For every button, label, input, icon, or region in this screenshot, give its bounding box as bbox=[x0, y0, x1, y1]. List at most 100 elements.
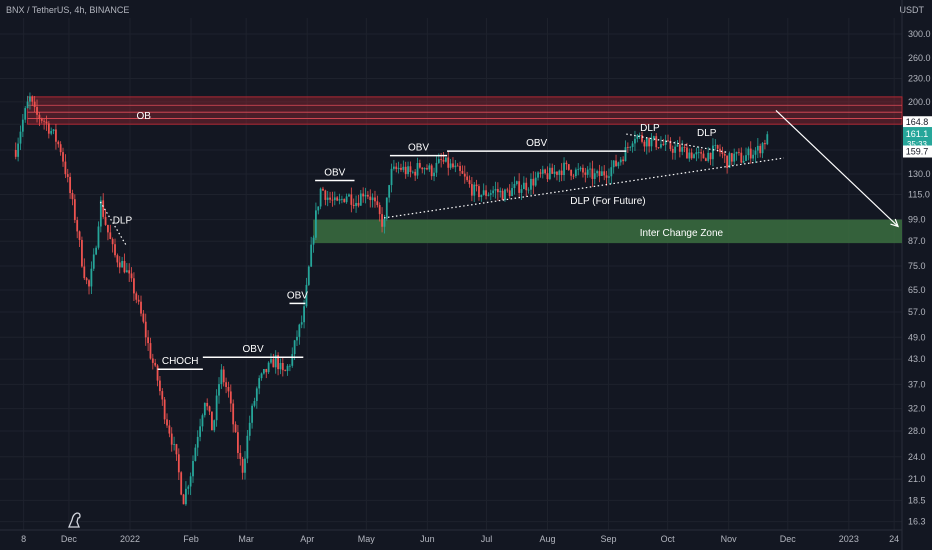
candle bbox=[511, 181, 513, 197]
candle-body bbox=[508, 190, 511, 197]
candle bbox=[667, 134, 669, 143]
candle-body bbox=[166, 419, 168, 426]
price-level-label: 164.8 bbox=[903, 116, 932, 129]
candle-body bbox=[310, 244, 313, 267]
candle-body bbox=[631, 143, 634, 147]
candle-body bbox=[62, 152, 64, 162]
x-tick-label: Aug bbox=[539, 534, 555, 544]
annotation-label: OBV bbox=[526, 138, 547, 149]
x-tick-label: Feb bbox=[183, 534, 199, 544]
candle-body bbox=[170, 433, 173, 445]
candle-body bbox=[404, 166, 407, 175]
candle bbox=[133, 272, 135, 301]
candle bbox=[333, 191, 336, 206]
candle bbox=[255, 386, 258, 409]
candle-body bbox=[267, 362, 270, 373]
candle-body bbox=[730, 153, 733, 162]
candle-body bbox=[348, 194, 350, 197]
candle bbox=[629, 146, 632, 151]
candle-body bbox=[593, 173, 596, 179]
candle-body bbox=[714, 145, 717, 146]
candle-body bbox=[764, 143, 766, 145]
candle-body bbox=[357, 202, 360, 206]
candle bbox=[428, 163, 431, 172]
candle-body bbox=[397, 167, 400, 170]
candle-body bbox=[107, 224, 109, 233]
candle bbox=[362, 187, 365, 203]
candle bbox=[660, 136, 662, 149]
candle bbox=[355, 195, 357, 213]
candle-body bbox=[470, 184, 473, 196]
candle bbox=[721, 146, 724, 159]
trendline-dotted bbox=[626, 133, 727, 153]
candle-body bbox=[492, 190, 495, 194]
candle-body bbox=[305, 284, 308, 307]
candle-body bbox=[390, 168, 393, 186]
candle bbox=[73, 194, 76, 224]
candle bbox=[728, 151, 731, 168]
candle bbox=[203, 402, 206, 418]
candle-body bbox=[130, 273, 133, 279]
candle-body bbox=[291, 354, 294, 366]
candle-body bbox=[378, 205, 381, 215]
candle bbox=[589, 162, 591, 178]
annotation-label: CHOCH bbox=[162, 356, 199, 367]
candle bbox=[662, 138, 665, 146]
candles bbox=[14, 92, 769, 506]
candle bbox=[669, 137, 672, 152]
candle-body bbox=[574, 169, 577, 177]
candle-body bbox=[546, 173, 549, 180]
candle-body bbox=[539, 172, 542, 174]
candle bbox=[371, 193, 374, 208]
candle-body bbox=[225, 382, 227, 388]
candle-body bbox=[605, 175, 608, 178]
y-tick-label: 87.0 bbox=[908, 236, 926, 246]
candle-body bbox=[135, 293, 138, 300]
candle-body bbox=[38, 114, 41, 119]
candle bbox=[107, 224, 109, 241]
candle-body bbox=[206, 402, 209, 407]
candle-body bbox=[695, 152, 698, 155]
candle-body bbox=[435, 162, 438, 173]
candle bbox=[643, 139, 646, 152]
candle-body bbox=[47, 123, 50, 134]
grid-lines bbox=[0, 18, 902, 530]
candle bbox=[586, 166, 589, 178]
trendline-label: DLP (For Future) bbox=[570, 196, 645, 207]
candle bbox=[761, 142, 764, 159]
candle bbox=[435, 156, 438, 177]
candle bbox=[52, 128, 55, 135]
candle-body bbox=[733, 153, 736, 162]
candle bbox=[508, 184, 511, 199]
candle-body bbox=[324, 190, 327, 200]
candle-body bbox=[199, 426, 201, 437]
candle bbox=[459, 161, 461, 177]
candle bbox=[617, 161, 620, 169]
candle-body bbox=[83, 266, 86, 279]
candle-body bbox=[629, 146, 632, 148]
candle-body bbox=[265, 369, 268, 373]
candle bbox=[281, 357, 284, 377]
candle-body bbox=[57, 141, 60, 145]
candle-body bbox=[123, 261, 126, 273]
candle bbox=[29, 92, 31, 110]
candle-body bbox=[208, 406, 211, 412]
candle bbox=[397, 161, 400, 174]
candle-body bbox=[600, 171, 603, 176]
tradingview-logo[interactable] bbox=[66, 510, 86, 535]
candle-body bbox=[182, 494, 185, 505]
candle bbox=[574, 167, 577, 179]
candle bbox=[277, 352, 279, 376]
candle-body bbox=[657, 147, 660, 149]
candle-body bbox=[652, 136, 655, 139]
candle bbox=[55, 123, 57, 150]
candle-body bbox=[579, 167, 582, 170]
candle-body bbox=[151, 358, 154, 363]
y-tick-label: 65.0 bbox=[908, 285, 926, 295]
candle-body bbox=[702, 153, 705, 159]
candle bbox=[600, 166, 603, 176]
candle-body bbox=[385, 197, 388, 219]
candle bbox=[17, 137, 20, 162]
candle bbox=[636, 133, 639, 143]
